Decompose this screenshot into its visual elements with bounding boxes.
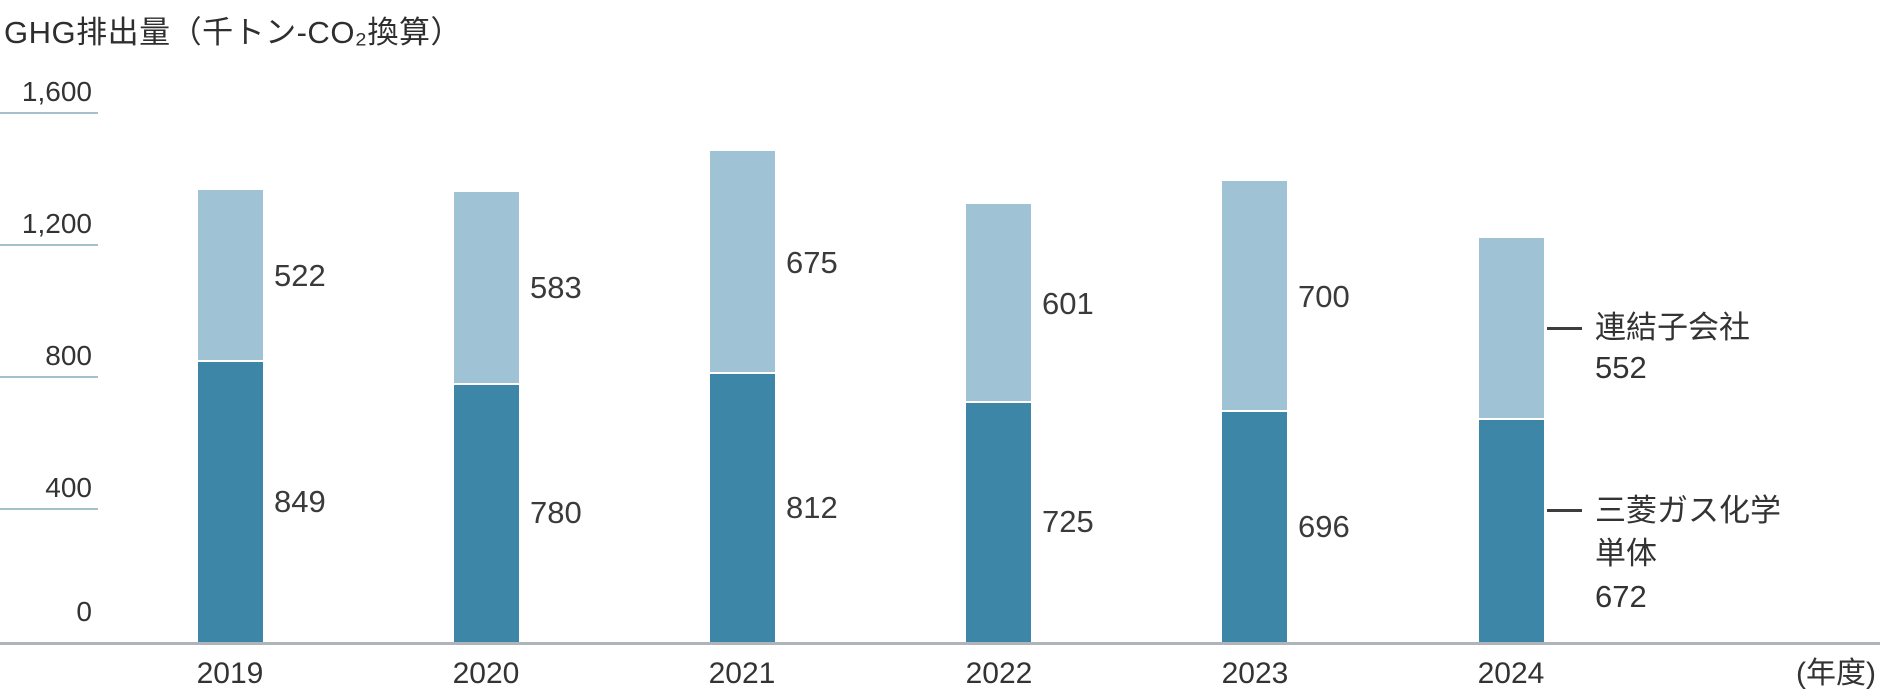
x-axis-label-2020: 2020: [452, 657, 520, 690]
y-tick-line-1600: [0, 112, 98, 114]
value-label-parent-2020: 780: [530, 495, 582, 531]
legend-value-parent: 672: [1595, 579, 1647, 614]
legend-value-subsidiaries: 552: [1595, 350, 1647, 385]
x-axis-line: [0, 642, 1880, 645]
legend-label-subsidiaries: 連結子会社: [1595, 310, 1750, 345]
legend-label-parent-line2: 単体: [1595, 536, 1657, 571]
value-label-parent-2021: 812: [786, 490, 838, 526]
y-tick-label-400: 400: [45, 472, 92, 503]
bar-segment-subsidiaries-2020: [454, 192, 519, 383]
legend-label-parent-line1: 三菱ガス化学: [1595, 493, 1781, 528]
y-tick-label-1200: 1,200: [21, 208, 92, 239]
chart-title: GHG排出量（千トン-CO₂換算）: [4, 15, 462, 50]
bar-segment-subsidiaries-2023: [1222, 181, 1287, 411]
bar-segment-subsidiaries-2024: [1479, 238, 1544, 419]
x-axis-label-2021: 2021: [708, 657, 776, 690]
y-tick-line-800: [0, 376, 98, 378]
legend-entry-subsidiaries: 連結子会社 552: [1595, 308, 1875, 388]
y-tick-label-800: 800: [45, 340, 92, 371]
value-label-subsidiaries-2022: 601: [1042, 285, 1094, 321]
bar-segment-subsidiaries-2021: [710, 151, 775, 373]
x-axis-label-2024: 2024: [1477, 657, 1545, 690]
bar-segment-parent-2024: [1479, 420, 1544, 642]
value-label-subsidiaries-2020: 583: [530, 270, 582, 306]
x-axis-label-2019: 2019: [196, 657, 264, 690]
bar-segment-parent-2020: [454, 384, 519, 642]
y-tick-label-0: 0: [76, 596, 92, 627]
value-label-parent-2019: 849: [274, 483, 326, 519]
value-label-subsidiaries-2021: 675: [786, 244, 838, 280]
value-label-subsidiaries-2019: 522: [274, 257, 326, 293]
bar-segment-parent-2019: [198, 361, 263, 642]
x-axis-unit-label: (年度): [1796, 657, 1876, 690]
x-axis-label-2022: 2022: [965, 657, 1033, 690]
legend-entry-parent: 三菱ガス化学 単体 672: [1595, 489, 1875, 618]
x-axis-label-2023: 2023: [1221, 657, 1289, 690]
bar-segment-parent-2022: [966, 402, 1031, 642]
bar-segment-subsidiaries-2019: [198, 189, 263, 360]
bar-segment-parent-2023: [1222, 412, 1287, 642]
legend-connector-line-parent: [1547, 509, 1582, 512]
value-label-parent-2023: 696: [1298, 509, 1350, 545]
legend-connector-line-subsidiaries: [1547, 327, 1582, 330]
y-tick-line-400: [0, 508, 98, 510]
bar-segment-subsidiaries-2022: [966, 204, 1031, 401]
y-tick-line-1200: [0, 244, 98, 246]
bar-segment-parent-2021: [710, 374, 775, 642]
value-label-subsidiaries-2023: 700: [1298, 278, 1350, 314]
value-label-parent-2022: 725: [1042, 504, 1094, 540]
y-tick-label-1600: 1,600: [21, 76, 92, 107]
